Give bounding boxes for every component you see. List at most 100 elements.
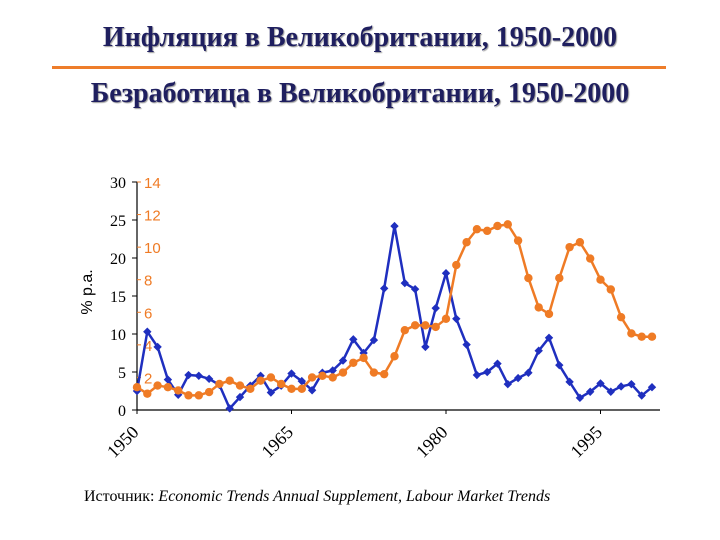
unemployment-point bbox=[277, 379, 286, 389]
x-tick-label: 1950 bbox=[103, 422, 143, 462]
inflation-point bbox=[225, 404, 234, 413]
unemployment-point bbox=[235, 381, 245, 390]
unemployment-point bbox=[627, 329, 636, 338]
inflation-point bbox=[575, 393, 585, 403]
inflation-point bbox=[163, 375, 173, 384]
inflation-point bbox=[380, 284, 389, 293]
unemployment-point bbox=[204, 387, 214, 397]
unemployment-point bbox=[215, 379, 224, 389]
unemployment-point bbox=[452, 260, 461, 270]
inflation-point bbox=[235, 392, 245, 402]
unemployment-point bbox=[390, 352, 399, 361]
y-tick-label-right: 10 bbox=[144, 240, 161, 257]
source-text: Economic Trends Annual Supplement, Labou… bbox=[158, 488, 551, 505]
unemployment-point bbox=[524, 273, 533, 283]
unemployment-point bbox=[163, 383, 173, 392]
inflation-series bbox=[132, 221, 657, 413]
unemployment-point bbox=[410, 321, 420, 330]
source-label: Источник: bbox=[84, 488, 155, 505]
unemployment-point bbox=[266, 373, 276, 382]
unemployment-point bbox=[132, 383, 142, 392]
unemployment-point bbox=[143, 389, 152, 398]
unemployment-point bbox=[194, 391, 203, 400]
inflation-point bbox=[143, 327, 152, 336]
y-tick-label-left: 20 bbox=[110, 251, 126, 268]
unemployment-point bbox=[246, 384, 255, 394]
inflation-point bbox=[534, 346, 543, 355]
inflation-point bbox=[606, 387, 615, 396]
inflation-point bbox=[503, 379, 512, 389]
inflation-point bbox=[338, 356, 348, 365]
y-tick-label-right: 12 bbox=[144, 208, 161, 225]
chart-title-unemployment: Безработица в Великобритании, 1950-2000 bbox=[90, 78, 630, 109]
inflation-point bbox=[483, 367, 492, 377]
unemployment-line bbox=[136, 223, 652, 397]
x-tick-label: 1980 bbox=[412, 422, 452, 462]
inflation-point bbox=[441, 269, 451, 278]
y-tick-label-left: 15 bbox=[110, 289, 126, 306]
unemployment-point bbox=[369, 368, 379, 377]
unemployment-point bbox=[359, 353, 368, 363]
unemployment-point bbox=[647, 332, 657, 341]
inflation-point bbox=[513, 373, 523, 383]
inflation-point bbox=[390, 221, 399, 231]
y-tick-label-left: 10 bbox=[110, 327, 126, 344]
inflation-point bbox=[328, 366, 337, 375]
inflation-point bbox=[194, 371, 203, 380]
unemployment-point bbox=[431, 322, 440, 332]
unemployment-point bbox=[307, 373, 317, 382]
unemployment-point bbox=[637, 332, 646, 341]
inflation-point bbox=[431, 303, 440, 313]
unemployment-point bbox=[297, 384, 306, 394]
unemployment-point bbox=[256, 376, 265, 385]
unemployment-point bbox=[503, 220, 512, 229]
x-tick-label: 1995 bbox=[566, 422, 606, 462]
y-tick-label-right: 6 bbox=[144, 305, 152, 322]
unemployment-point bbox=[174, 386, 183, 395]
inflation-point bbox=[266, 388, 276, 397]
inflation-point bbox=[637, 391, 646, 400]
chart-series bbox=[132, 220, 657, 413]
title-divider bbox=[52, 66, 666, 69]
y-tick-label-left: 25 bbox=[110, 213, 126, 230]
unemployment-point bbox=[400, 326, 409, 335]
x-tick-label: 1965 bbox=[257, 422, 297, 462]
inflation-point bbox=[349, 335, 358, 344]
unemployment-point bbox=[493, 221, 502, 231]
unemployment-point bbox=[225, 376, 234, 385]
inflation-point bbox=[565, 377, 574, 387]
unemployment-point bbox=[596, 275, 605, 284]
unemployment-point bbox=[534, 303, 543, 312]
inflation-point bbox=[472, 370, 482, 380]
unemployment-point bbox=[565, 242, 574, 252]
unemployment-series bbox=[132, 220, 657, 400]
unemployment-point bbox=[586, 254, 595, 263]
unemployment-point bbox=[555, 273, 564, 283]
unemployment-point bbox=[513, 236, 523, 245]
unemployment-point bbox=[380, 369, 389, 379]
inflation-point bbox=[555, 360, 564, 370]
y-axis-label: % p.a. bbox=[79, 269, 96, 314]
inflation-line bbox=[135, 224, 653, 410]
unemployment-point bbox=[472, 225, 482, 234]
chart-title-inflation: Инфляция в Великобритании, 1950-2000 bbox=[102, 22, 618, 53]
inflation-point bbox=[400, 278, 409, 288]
y-tick-label-right: 14 bbox=[144, 175, 161, 192]
inflation-point bbox=[452, 314, 461, 323]
unemployment-point bbox=[338, 368, 348, 377]
unemployment-point bbox=[421, 321, 430, 330]
inflation-point bbox=[369, 335, 379, 345]
unemployment-point bbox=[328, 373, 337, 382]
inflation-point bbox=[153, 342, 162, 352]
y-tick-label-right: 2 bbox=[144, 370, 152, 387]
inflation-point bbox=[524, 368, 533, 377]
unemployment-point bbox=[575, 238, 585, 247]
unemployment-point bbox=[616, 312, 626, 322]
inflation-point bbox=[410, 284, 420, 294]
y-tick-label-right: 8 bbox=[144, 273, 152, 290]
unemployment-point bbox=[318, 371, 327, 380]
inflation-point bbox=[586, 387, 595, 396]
inflation-point bbox=[204, 374, 214, 384]
unemployment-point bbox=[153, 381, 162, 390]
inflation-point bbox=[462, 340, 471, 349]
